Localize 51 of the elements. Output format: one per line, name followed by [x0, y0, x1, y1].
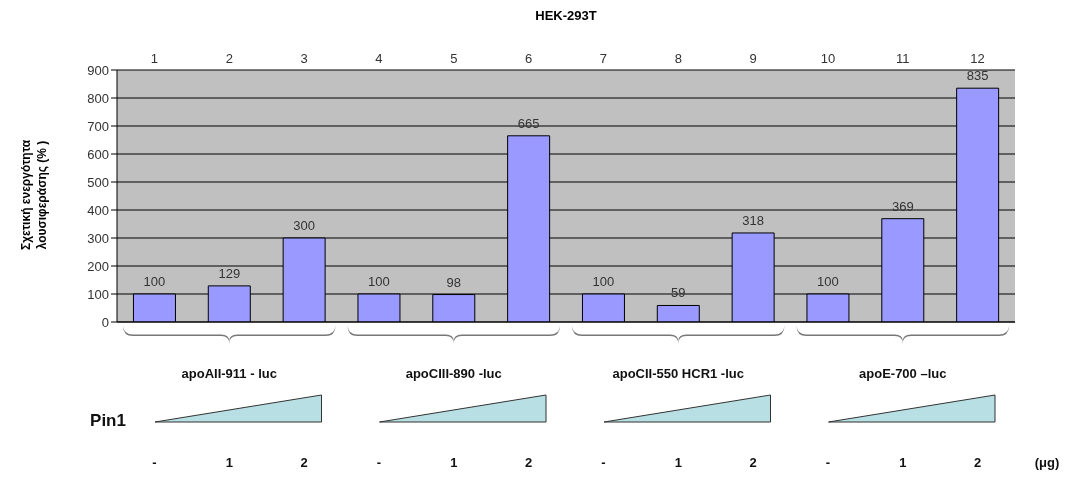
x-tick-label: 12	[970, 51, 985, 66]
x-tick-label: 8	[674, 51, 682, 66]
chart-title: HEK-293T	[534, 8, 598, 23]
y-tick-label: 600	[87, 146, 109, 162]
y-tick-label: 900	[87, 62, 109, 78]
text: apoE-700 –luc	[859, 366, 947, 381]
text: 1	[898, 455, 908, 470]
text: apoCII-550 HCR1 -luc	[612, 366, 744, 381]
text: 2	[972, 455, 983, 470]
data-label: 835	[966, 68, 989, 84]
y-tick-label: 700	[87, 118, 109, 134]
text: apoCIII-890 -luc	[405, 366, 502, 381]
data-label: 300	[293, 218, 315, 233]
data-label: 100	[592, 274, 615, 289]
text: 1	[673, 455, 683, 470]
text: 1	[449, 455, 459, 470]
y-tick-label: 100	[87, 286, 109, 302]
x-tick-label: 7	[599, 51, 608, 66]
text: 2	[299, 455, 309, 470]
text: apoAII-911 - luc	[181, 366, 277, 381]
text: Pin1	[90, 411, 126, 430]
x-tick-label: 9	[749, 51, 757, 66]
y-tick-label: 200	[87, 258, 109, 274]
text: 1	[224, 455, 234, 470]
data-label: 100	[817, 274, 839, 289]
x-tick-label: 1	[150, 51, 159, 66]
text: 2	[748, 455, 758, 470]
x-tick-label: 10	[820, 51, 836, 66]
x-tick-label: 4	[375, 51, 383, 66]
y-axis-title: Σχετική ενεργότητα λουσιφεράσης (% )	[18, 138, 50, 253]
y-tick-label: 0	[101, 314, 109, 330]
text: (μg)	[1033, 455, 1061, 470]
data-label: 100	[143, 274, 166, 289]
text: -	[600, 455, 607, 470]
text: 2	[523, 455, 534, 470]
y-tick-label: 500	[87, 174, 109, 190]
x-tick-label: 6	[524, 51, 533, 66]
y-tick-label: 300	[87, 230, 109, 246]
x-tick-label: 11	[896, 51, 910, 66]
text: -	[824, 455, 832, 470]
y-tick-label: 800	[87, 90, 109, 106]
x-tick-label: 2	[225, 51, 233, 66]
x-tick-label: 3	[300, 51, 308, 66]
data-label: 129	[218, 265, 241, 281]
text: -	[151, 455, 158, 470]
data-label: 98	[446, 274, 462, 290]
y-tick-label: 400	[87, 202, 109, 218]
data-label: 318	[742, 212, 764, 228]
data-label: 100	[368, 274, 390, 289]
x-tick-label: 5	[450, 51, 458, 66]
text: -	[375, 455, 383, 470]
